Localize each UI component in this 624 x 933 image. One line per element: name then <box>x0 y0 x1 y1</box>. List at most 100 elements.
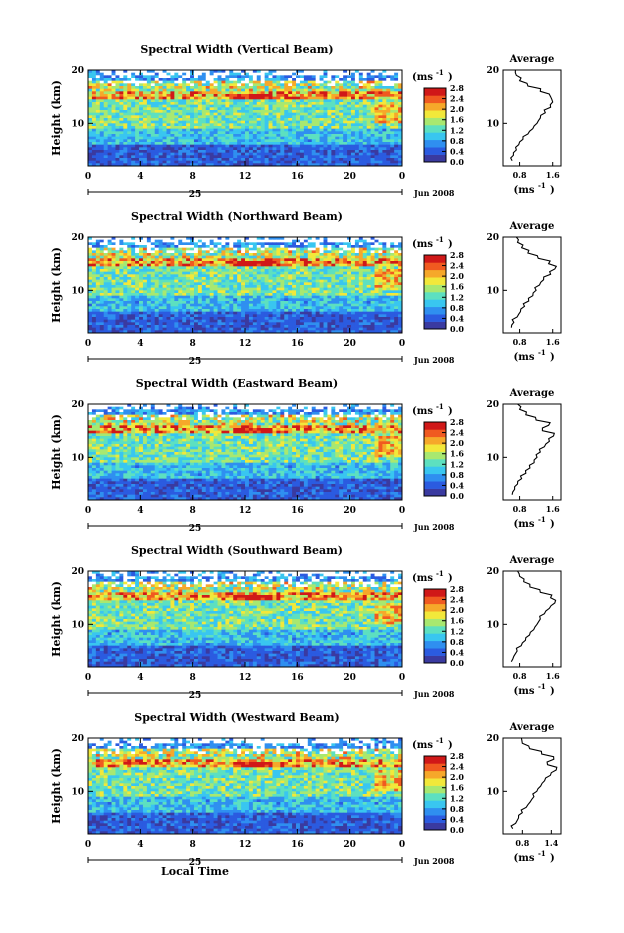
heatmap-cell <box>182 258 186 261</box>
heatmap-cell <box>312 256 316 259</box>
heatmap-cell <box>304 145 308 148</box>
heatmap-cell <box>253 105 257 108</box>
heatmap-cell <box>375 272 379 275</box>
heatmap-cell <box>378 248 382 251</box>
heatmap-cell <box>253 269 257 272</box>
heatmap-cell <box>147 83 151 86</box>
heatmap-cell <box>127 102 131 105</box>
heatmap-cell <box>233 155 237 158</box>
heatmap-cell <box>167 250 171 253</box>
heatmap-cell <box>375 264 379 267</box>
heatmap-cell <box>265 139 269 142</box>
heatmap-cell <box>394 288 398 291</box>
heatmap-cell <box>382 107 386 110</box>
heatmap-cell <box>143 129 147 132</box>
heatmap-cell <box>241 253 245 256</box>
heatmap-cell <box>115 277 119 280</box>
heatmap-cell <box>96 105 100 108</box>
heatmap-cell <box>359 285 363 288</box>
heatmap-cell <box>245 94 249 97</box>
heatmap-cell <box>245 89 249 92</box>
heatmap-cell <box>229 99 233 102</box>
heatmap-cell <box>139 78 143 81</box>
heatmap-cell <box>378 269 382 272</box>
heatmap-cell <box>88 256 92 259</box>
heatmap-cell <box>163 272 167 275</box>
heatmap-cell <box>276 301 280 304</box>
heatmap-cell <box>127 248 131 251</box>
heatmap-cell <box>190 139 194 142</box>
heatmap-cell <box>245 240 249 243</box>
heatmap-cell <box>190 105 194 108</box>
heatmap-cell <box>394 73 398 76</box>
heatmap-cell <box>284 240 288 243</box>
heatmap-cell <box>355 123 359 126</box>
heatmap-cell <box>288 107 292 110</box>
heatmap-cell <box>335 298 339 301</box>
heatmap-cell <box>363 123 367 126</box>
heatmap-cell <box>378 145 382 148</box>
heatmap-cell <box>276 86 280 89</box>
heatmap-cell <box>382 153 386 156</box>
heatmap-cell <box>202 155 206 158</box>
heatmap-cell <box>233 242 237 245</box>
heatmap-cell <box>170 158 174 161</box>
heatmap-cell <box>343 142 347 145</box>
heatmap-cell <box>253 86 257 89</box>
heatmap-cell <box>249 78 253 81</box>
heatmap-cell <box>100 272 104 275</box>
heatmap-cell <box>194 137 198 140</box>
heatmap-cell <box>214 86 218 89</box>
heatmap-cell <box>378 161 382 164</box>
heatmap-cell <box>339 301 343 304</box>
heatmap-cell <box>115 83 119 86</box>
heatmap-cell <box>151 258 155 261</box>
heatmap-cell <box>355 78 359 81</box>
heatmap-cell <box>170 261 174 264</box>
heatmap-cell <box>394 115 398 118</box>
heatmap-cell <box>265 264 269 267</box>
heatmap-cell <box>131 81 135 84</box>
heatmap-cell <box>327 142 331 145</box>
heatmap-cell <box>272 153 276 156</box>
heatmap-cell <box>143 277 147 280</box>
heatmap-cell <box>284 147 288 150</box>
heatmap-cell <box>174 280 178 283</box>
heatmap-cell <box>112 121 116 124</box>
heatmap-cell <box>245 277 249 280</box>
heatmap-cell <box>221 296 225 299</box>
heatmap-cell <box>119 75 123 78</box>
heatmap-cell <box>104 288 108 291</box>
heatmap-cell <box>363 296 367 299</box>
heatmap-cell <box>300 153 304 156</box>
heatmap-cell <box>359 272 363 275</box>
heatmap-cell <box>182 129 186 132</box>
heatmap-cell <box>359 261 363 264</box>
heatmap-cell <box>382 75 386 78</box>
heatmap-cell <box>308 113 312 116</box>
heatmap-cell <box>225 142 229 145</box>
heatmap-cell <box>92 264 96 267</box>
heatmap-cell <box>147 147 151 150</box>
heatmap-cell <box>135 242 139 245</box>
heatmap-cell <box>363 155 367 158</box>
heatmap-cell <box>296 277 300 280</box>
heatmap-cell <box>363 94 367 97</box>
heatmap-cell <box>190 253 194 256</box>
heatmap-cell <box>108 131 112 134</box>
heatmap-cell <box>123 272 127 275</box>
heatmap-cell <box>214 258 218 261</box>
heatmap-cell <box>115 105 119 108</box>
heatmap-cell <box>367 288 371 291</box>
heatmap-cell <box>241 75 245 78</box>
heatmap-cell <box>155 155 159 158</box>
heatmap-cell <box>343 94 347 97</box>
heatmap-cell <box>269 107 273 110</box>
heatmap-cell <box>288 110 292 113</box>
heatmap-cell <box>304 285 308 288</box>
heatmap-cell <box>241 277 245 280</box>
heatmap-cell <box>327 261 331 264</box>
heatmap-cell <box>88 248 92 251</box>
heatmap-cell <box>343 261 347 264</box>
